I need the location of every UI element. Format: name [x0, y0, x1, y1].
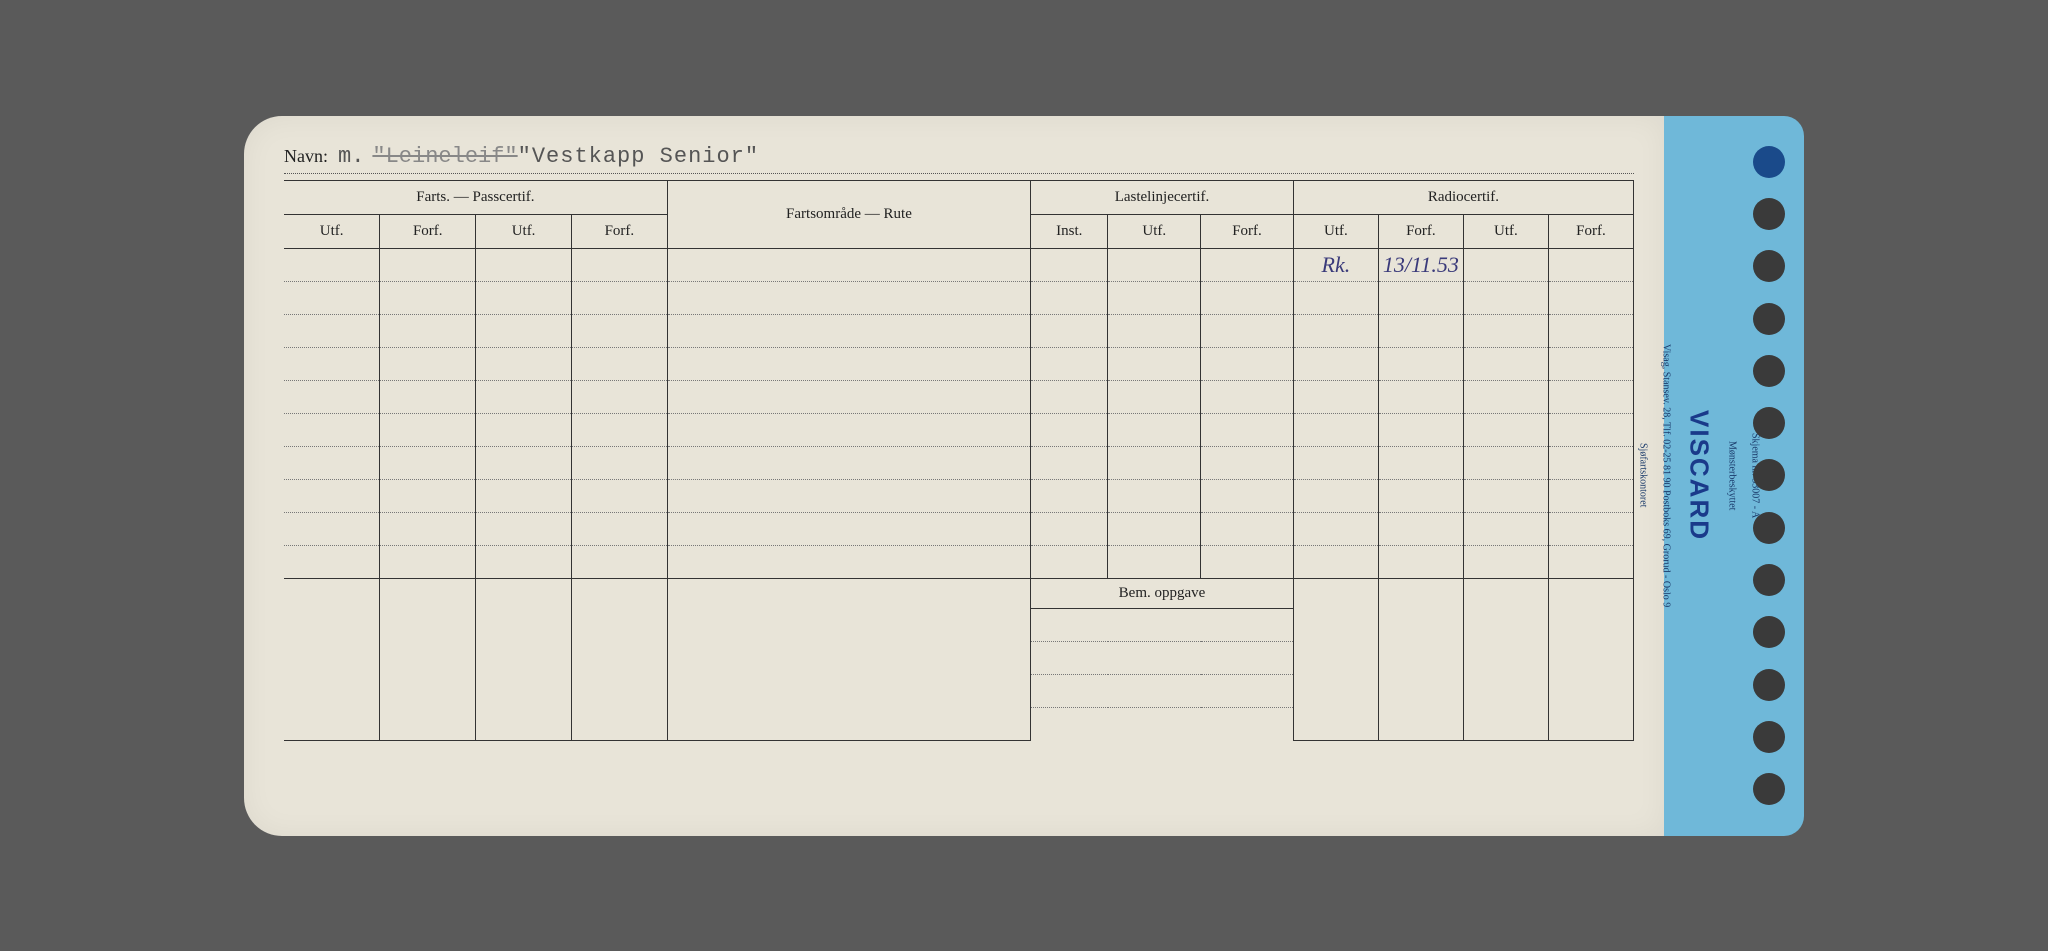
table-row	[284, 281, 1634, 314]
col-l-forf: Forf.	[1201, 214, 1294, 248]
punch-tab: Skjema nr. 53007 - A Mønsterbeskyttet VI…	[1664, 116, 1804, 836]
table-body: Rk. 13/11.53 Bem	[284, 248, 1634, 740]
viscard-logo: VISCARD	[1684, 410, 1715, 541]
table-row	[284, 380, 1634, 413]
table-row	[284, 512, 1634, 545]
table-row	[284, 479, 1634, 512]
table-row	[284, 446, 1634, 479]
punch-hole	[1753, 721, 1785, 753]
radio-forf-entry: 13/11.53	[1378, 248, 1463, 281]
punch-hole	[1753, 250, 1785, 282]
col-r-utf2: Utf.	[1463, 214, 1548, 248]
col-fp-utf2: Utf.	[476, 214, 572, 248]
col-fp-forf1: Forf.	[380, 214, 476, 248]
table-row	[284, 347, 1634, 380]
table-row: Rk. 13/11.53	[284, 248, 1634, 281]
col-r-forf2: Forf.	[1548, 214, 1633, 248]
tab-text: Skjema nr. 53007 - A Mønsterbeskyttet VI…	[1664, 116, 1734, 836]
punch-hole	[1753, 355, 1785, 387]
bem-row: Bem. oppgave	[284, 578, 1634, 608]
name-prefix: m.	[338, 144, 364, 169]
tab-address: Visag, Stansev. 28, Tlf. 02-25 81 90 Pos…	[1661, 344, 1672, 607]
name-main: "Vestkapp Senior"	[518, 144, 759, 169]
punch-hole	[1753, 303, 1785, 335]
punch-hole	[1753, 773, 1785, 805]
col-l-utf: Utf.	[1108, 214, 1201, 248]
punch-holes	[1734, 116, 1804, 836]
col-l-inst: Inst.	[1031, 214, 1108, 248]
bem-label: Bem. oppgave	[1031, 578, 1294, 608]
col-fp-utf1: Utf.	[284, 214, 380, 248]
header-radio: Radiocertif.	[1293, 181, 1633, 215]
header-laste: Lastelinjecertif.	[1031, 181, 1294, 215]
punch-hole	[1753, 564, 1785, 596]
punch-hole	[1753, 459, 1785, 491]
punch-hole	[1753, 198, 1785, 230]
name-row: Navn: m. "Leineleif" "Vestkapp Senior"	[284, 144, 1634, 174]
ledger-table: Farts. — Passcertif. Fartsområde — Rute …	[284, 180, 1634, 741]
table-row	[284, 314, 1634, 347]
punch-hole	[1753, 616, 1785, 648]
col-r-utf1: Utf.	[1293, 214, 1378, 248]
radio-utf-entry: Rk.	[1293, 248, 1378, 281]
punch-hole	[1753, 146, 1785, 178]
table-row	[284, 413, 1634, 446]
punch-hole	[1753, 407, 1785, 439]
index-card: Navn: m. "Leineleif" "Vestkapp Senior" F…	[244, 116, 1664, 836]
header-farts-pass: Farts. — Passcertif.	[284, 181, 667, 215]
scan-area: Navn: m. "Leineleif" "Vestkapp Senior" F…	[244, 116, 1804, 836]
punch-hole	[1753, 512, 1785, 544]
col-r-forf1: Forf.	[1378, 214, 1463, 248]
punch-hole	[1753, 669, 1785, 701]
header-rute: Fartsområde — Rute	[667, 181, 1030, 249]
tab-footer: Sjøfartskontoret	[1638, 443, 1649, 507]
name-label: Navn:	[284, 146, 328, 167]
table-row	[284, 545, 1634, 578]
name-strike: "Leineleif"	[372, 144, 517, 169]
col-fp-forf2: Forf.	[571, 214, 667, 248]
